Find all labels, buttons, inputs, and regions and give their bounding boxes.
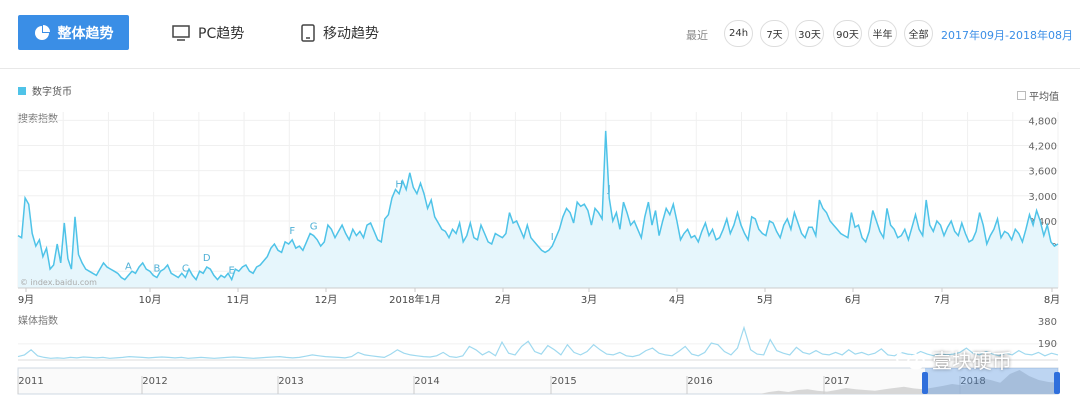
media-y-tick-label: 190	[1038, 339, 1057, 350]
media-series-line	[17, 325, 1059, 359]
main-x-tick-label: 2月	[495, 294, 511, 306]
tab-pc-label: PC趋势	[198, 25, 245, 42]
date-range-selector[interactable]: 2017年09月-2018年08月	[941, 29, 1073, 42]
legend-swatch	[18, 86, 26, 95]
navigator-handle-left	[922, 372, 928, 394]
annotation-e: E	[229, 266, 235, 277]
navigator-year-label: 2011	[18, 376, 43, 387]
chart-legend: 数字货币	[18, 83, 72, 98]
main-x-tick-label: 8月	[1044, 294, 1060, 306]
main-y-tick-label: 3,000	[1028, 192, 1057, 203]
navigator-year-label: 2013	[278, 376, 303, 387]
tab-mobile-label: 移动趋势	[323, 25, 379, 42]
tab-overall-trend[interactable]: 整体趋势	[18, 15, 129, 50]
range-24h-button[interactable]: 24h	[724, 20, 753, 47]
range-all-button[interactable]: 全部	[904, 20, 933, 47]
navigator-selection	[925, 368, 1058, 394]
range-half-year-button[interactable]: 半年	[868, 20, 897, 47]
navigator-track	[17, 367, 1059, 395]
media-y-tick-label: 380	[1038, 317, 1057, 328]
account-watermark: 壹块硬币	[896, 345, 1012, 374]
navigator-year-label: 2016	[687, 376, 712, 387]
main-x-tick-label: 10月	[139, 294, 162, 306]
navigator-year-label: 2014	[414, 376, 439, 387]
main-y-axis-label: 搜索指数	[18, 112, 58, 125]
main-y-tick-label: 3,600	[1028, 167, 1057, 178]
range-30d-button[interactable]: 30天	[795, 20, 824, 47]
annotation-h: H	[395, 180, 403, 191]
navigator-year-label: 2012	[142, 376, 167, 387]
monitor-icon	[172, 24, 190, 41]
tab-pc-trend[interactable]: PC趋势	[172, 15, 244, 50]
annotation-c: C	[182, 264, 189, 275]
annotation-a: A	[125, 261, 132, 272]
main-x-tick-label: 12月	[315, 294, 338, 306]
main-series-line	[17, 130, 1059, 282]
range-90d-button[interactable]: 90天	[833, 20, 862, 47]
main-y-tick-label: 2,400	[1028, 217, 1057, 228]
navigator-year-label: 2017	[824, 376, 849, 387]
trend-charts: 搜索指数1,2001,8002,4003,0003,6004,2004,8009…	[17, 112, 1060, 395]
navigator-handle-right	[1054, 372, 1060, 394]
annotation-d: D	[203, 253, 211, 264]
annotation-g: G	[310, 222, 318, 233]
legend-series-name: 数字货币	[32, 87, 72, 98]
range-7d-button[interactable]: 7天	[760, 20, 789, 47]
navigator-year-label: 2018	[960, 376, 985, 387]
annotation-i: I	[551, 232, 554, 243]
main-series-area	[18, 130, 1058, 288]
average-toggle[interactable]: 平均值	[1017, 88, 1059, 103]
main-x-tick-label: 7月	[934, 294, 950, 306]
main-x-tick-label: 6月	[845, 294, 861, 306]
main-x-tick-label: 5月	[757, 294, 773, 306]
annotation-b: B	[153, 264, 160, 275]
main-y-tick-label: 4,800	[1028, 116, 1057, 127]
main-x-tick-label: 9月	[18, 294, 34, 306]
average-checkbox[interactable]	[1017, 91, 1026, 100]
navigator-year-label: 2015	[551, 376, 576, 387]
average-label: 平均值	[1029, 92, 1059, 103]
pie-chart-icon	[34, 24, 50, 40]
main-x-tick-label: 2018年1月	[389, 293, 441, 306]
main-x-tick-label: 3月	[581, 294, 597, 306]
navigator-series-area	[18, 370, 1058, 394]
annotation-f: F	[289, 226, 295, 237]
tab-mobile-trend[interactable]: 移动趋势	[301, 15, 379, 50]
tablet-icon	[301, 23, 315, 42]
watermark-text: 壹块硬币	[932, 349, 1012, 373]
annotation-j: J	[607, 184, 611, 195]
main-x-tick-label: 11月	[227, 294, 250, 306]
main-y-tick-label: 4,200	[1028, 142, 1057, 153]
range-label: 最近	[686, 29, 708, 42]
media-y-axis-label: 媒体指数	[18, 314, 58, 327]
tab-overall-label: 整体趋势	[57, 25, 114, 42]
top-bar: 整体趋势 PC趋势 移动趋势 最近 24h 7天 30天 90天 半年 全部 2…	[0, 0, 1080, 69]
main-x-tick-label: 4月	[669, 294, 685, 306]
site-watermark: © index.baidu.com	[20, 278, 97, 287]
wechat-icon	[896, 348, 925, 369]
